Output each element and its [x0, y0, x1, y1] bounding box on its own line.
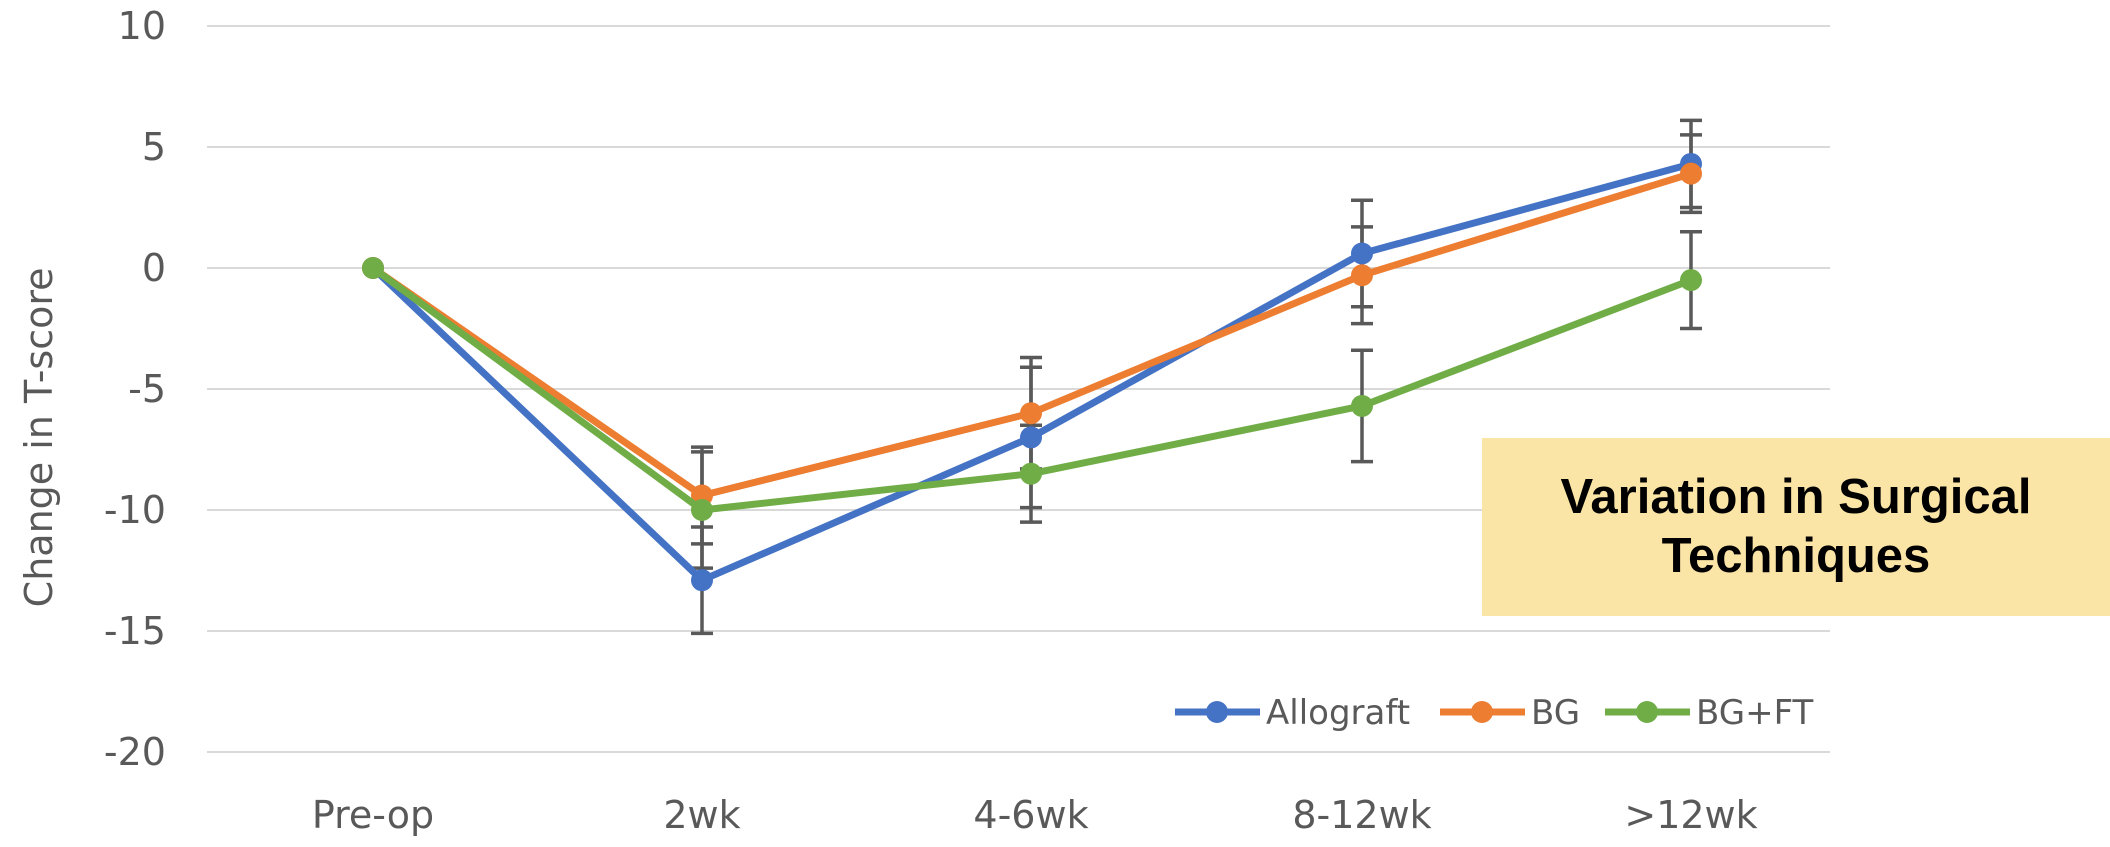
data-point	[1680, 162, 1702, 185]
y-tick-label: -20	[104, 730, 166, 774]
data-point	[1680, 269, 1702, 292]
y-tick-label: -5	[128, 367, 166, 411]
y-tick-label: 5	[142, 125, 166, 169]
callout-line-2: Techniques	[1661, 529, 1931, 583]
x-tick-label: >12wk	[1624, 793, 1757, 837]
data-point	[691, 569, 713, 592]
legend-marker	[1471, 701, 1493, 723]
x-axis-ticks: Pre-op 2wk 4-6wk 8-12wk >12wk	[312, 793, 1758, 837]
x-tick-label: 4-6wk	[973, 793, 1088, 837]
legend-label: BG	[1531, 693, 1580, 733]
legend-label: BG+FT	[1696, 693, 1814, 733]
callout-line-1: Variation in Surgical	[1560, 470, 2032, 525]
x-tick-label: 2wk	[663, 793, 740, 837]
data-point	[691, 499, 713, 521]
y-tick-label: 0	[142, 246, 166, 290]
legend: Allograft BG BG+FT	[1175, 693, 1814, 733]
data-point	[1351, 264, 1373, 287]
data-point	[1020, 426, 1042, 449]
data-point	[362, 257, 384, 279]
gridlines	[207, 25, 1830, 753]
data-point	[1020, 402, 1042, 425]
y-tick-label: -15	[104, 609, 166, 653]
data-point	[1351, 242, 1373, 265]
x-tick-label: 8-12wk	[1292, 793, 1431, 837]
data-point	[1020, 462, 1042, 485]
y-tick-label: 10	[118, 4, 166, 48]
y-axis-title: Change in T-score	[17, 267, 61, 607]
y-axis-ticks: 10 5 0 -5 -10 -15 -20	[104, 4, 166, 774]
x-tick-label: Pre-op	[312, 793, 434, 837]
legend-marker	[1636, 701, 1658, 723]
data-point	[1351, 394, 1373, 417]
legend-label: Allograft	[1266, 693, 1410, 733]
series-group	[362, 257, 1702, 521]
callout-box: Variation in Surgical Techniques	[1482, 438, 2110, 616]
legend-marker	[1206, 701, 1228, 723]
y-tick-label: -10	[104, 488, 166, 532]
series	[362, 118, 1702, 636]
